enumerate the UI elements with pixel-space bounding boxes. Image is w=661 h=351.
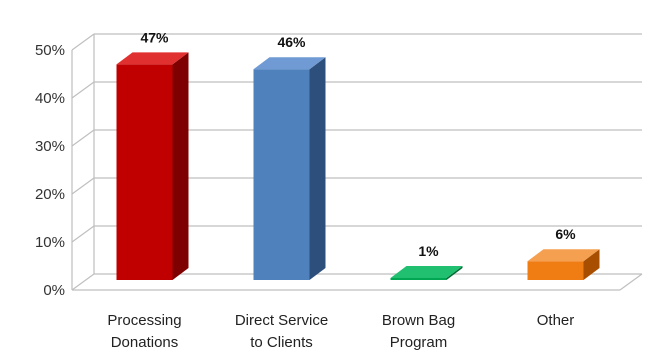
bar-side [583, 249, 600, 280]
y-tick-label: 0% [43, 282, 65, 299]
bar-front [390, 278, 447, 280]
bar-front [116, 64, 173, 281]
gridline-side [71, 177, 95, 195]
bar-side [172, 52, 189, 281]
bar-top [390, 266, 463, 278]
bars [116, 52, 600, 281]
bar [527, 249, 600, 280]
gridline-side [71, 81, 95, 99]
x-tick-label: Direct Service to Clients [235, 312, 328, 351]
bar-front [527, 261, 584, 280]
y-tick-label: 20% [35, 186, 65, 203]
bar [253, 57, 326, 281]
data-label: 46% [277, 34, 306, 50]
bar-side [309, 57, 326, 281]
x-tick-label: Brown Bag Program [382, 312, 455, 351]
bar-top [527, 249, 600, 262]
gridline-side [71, 225, 95, 243]
bar [116, 52, 189, 281]
data-label: 6% [555, 226, 576, 242]
y-tick-label: 40% [35, 90, 65, 107]
bar-side [446, 266, 463, 280]
data-labels: 47% 46% 1% 6% [140, 29, 576, 259]
x-tick-label: Processing Donations [107, 312, 181, 351]
x-tick-label: Other [537, 312, 575, 329]
gridline-side [71, 129, 95, 147]
data-label: 1% [418, 243, 439, 259]
x-tick-labels: Processing Donations Direct Service to Clie… [107, 312, 574, 351]
floor-edge [619, 273, 643, 291]
y-tick-labels: 0% 10% 20% 30% 40% 50% [35, 42, 65, 299]
bar-top [253, 57, 326, 70]
gridline-side [71, 273, 95, 291]
bar-top [116, 52, 189, 65]
y-tick-label: 30% [35, 138, 65, 155]
data-label: 47% [140, 29, 169, 45]
y-tick-label: 50% [35, 42, 65, 59]
bar [390, 266, 463, 280]
bar-front [253, 69, 310, 280]
y-tick-label: 10% [35, 234, 65, 251]
gridline-side [71, 33, 95, 51]
axes [71, 34, 643, 291]
